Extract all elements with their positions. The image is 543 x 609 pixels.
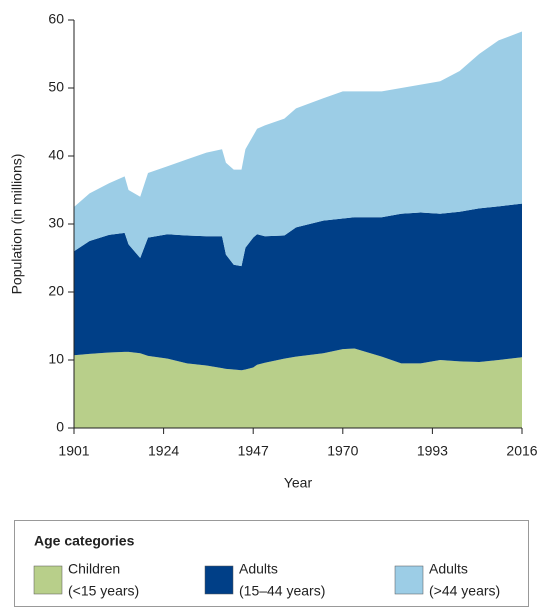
legend-swatch — [204, 565, 234, 595]
y-tick-label: 50 — [48, 79, 64, 95]
legend-box — [14, 520, 529, 607]
x-tick-label: 1901 — [58, 443, 89, 459]
y-tick-label: 10 — [48, 351, 64, 367]
legend-label: (<15 years) — [68, 583, 139, 599]
x-tick-label: 1970 — [327, 443, 358, 459]
area — [74, 31, 522, 267]
legend-label: Children — [68, 561, 120, 577]
x-tick-label: 1924 — [148, 443, 179, 459]
y-axis-label: Population (in millions) — [9, 154, 25, 295]
legend-label: Adults — [429, 561, 468, 577]
x-tick-label: 2016 — [506, 443, 537, 459]
legend-swatch — [394, 565, 424, 595]
x-tick-label: 1993 — [417, 443, 448, 459]
y-tick-label: 30 — [48, 215, 64, 231]
y-tick-label: 40 — [48, 147, 64, 163]
legend-label: (>44 years) — [429, 583, 500, 599]
y-tick-label: 60 — [48, 11, 64, 27]
area — [74, 348, 522, 428]
y-tick-label: 20 — [48, 283, 64, 299]
legend-swatch — [33, 565, 63, 595]
area — [74, 203, 522, 371]
legend-title: Age categories — [34, 533, 135, 549]
x-axis-label: Year — [284, 475, 313, 491]
legend-label: Adults — [239, 561, 278, 577]
x-tick-label: 1947 — [238, 443, 269, 459]
legend-label: (15–44 years) — [239, 583, 325, 599]
y-tick-label: 0 — [56, 419, 64, 435]
